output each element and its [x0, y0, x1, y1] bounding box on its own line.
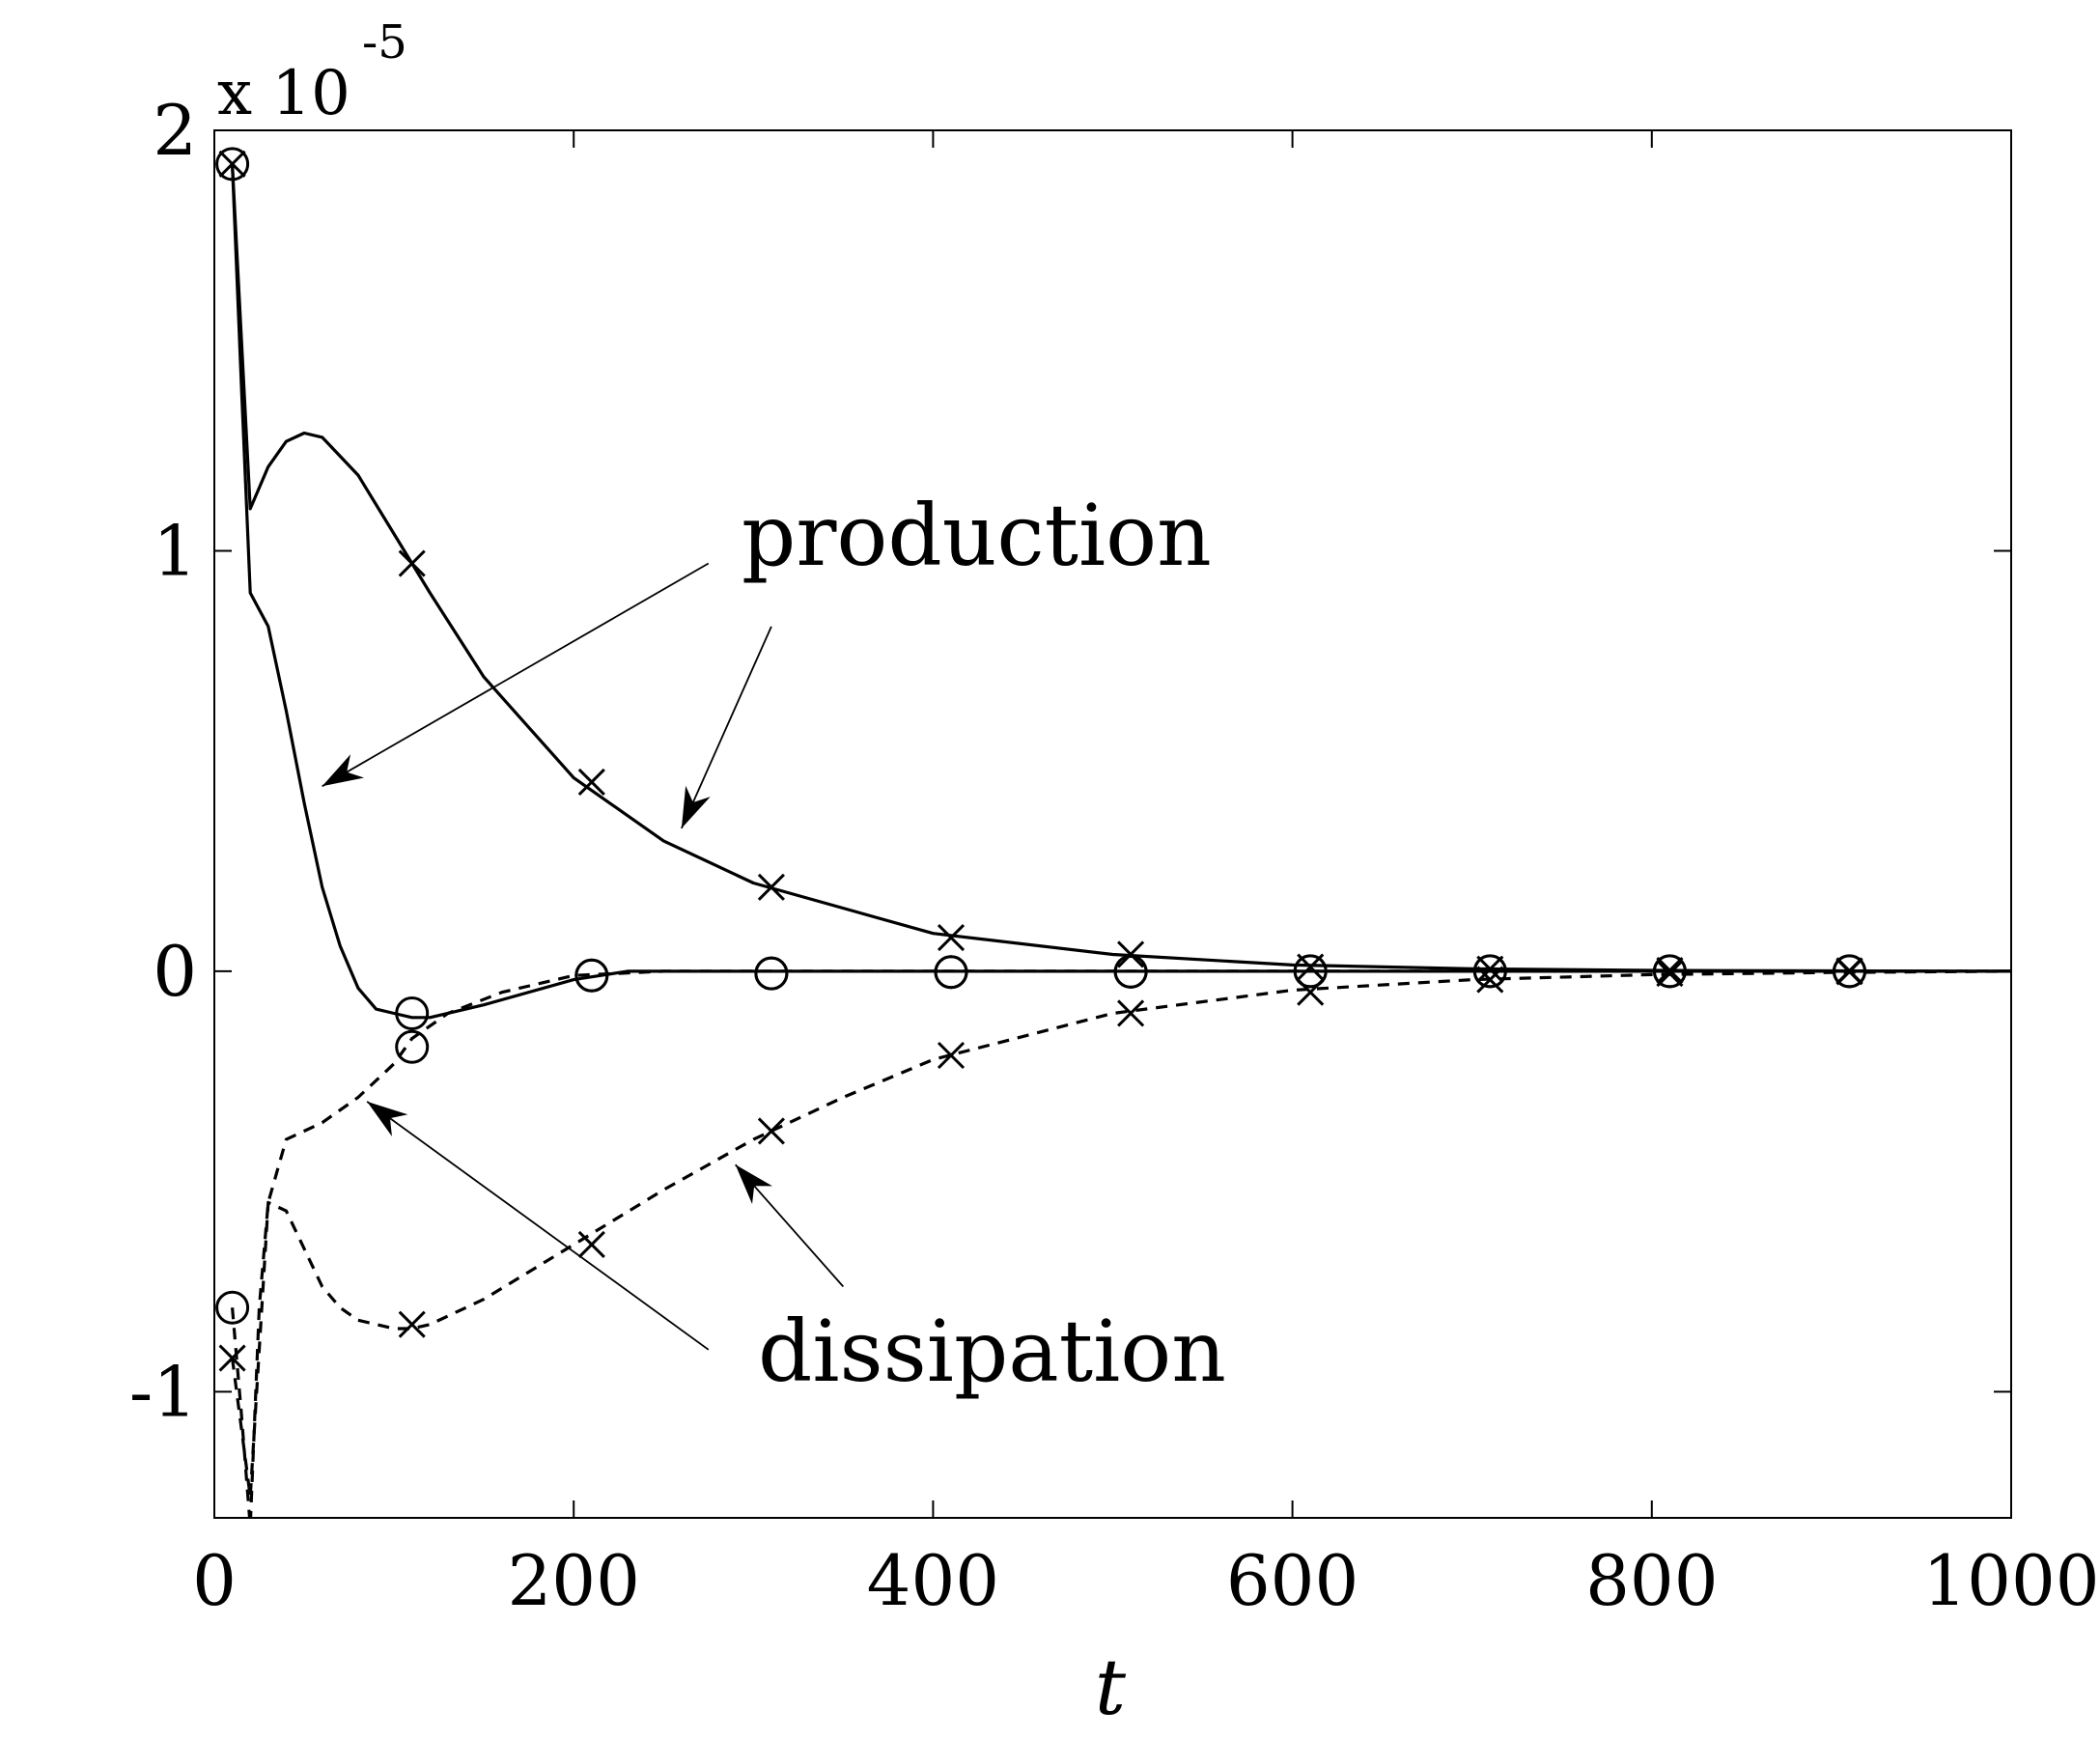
- x-marker: [1476, 966, 1504, 994]
- annotation-arrow-head: [322, 754, 365, 787]
- x-marker-stroke: [218, 1344, 246, 1372]
- x-marker: [757, 1117, 785, 1145]
- x-tick-label: 800: [1585, 1540, 1718, 1621]
- circle-marker: [1472, 954, 1507, 989]
- x-marker-stroke: [1117, 940, 1145, 968]
- x-marker-stroke: [937, 1041, 966, 1070]
- series-line-4: [231, 969, 2011, 1518]
- x-marker: [1476, 955, 1504, 983]
- x-marker-stroke: [218, 150, 246, 178]
- annotation-arrow-head: [735, 1164, 772, 1204]
- x-marker-stroke: [577, 768, 605, 797]
- x-tick-label: 400: [867, 1540, 999, 1621]
- x-marker-stroke: [398, 549, 426, 577]
- x-marker: [577, 1230, 605, 1259]
- y-multiplier-exponent: -5: [362, 15, 407, 70]
- x-axis-label: t: [1095, 1642, 1127, 1732]
- y-tick-label: 0: [153, 931, 197, 1012]
- circle-marker: [754, 956, 789, 991]
- x-marker: [398, 1310, 426, 1338]
- x-tick-label: 0: [192, 1540, 237, 1621]
- circle-marker: [1833, 954, 1867, 989]
- x-marker: [1656, 960, 1684, 988]
- x-marker: [1117, 940, 1145, 968]
- x-marker: [757, 873, 785, 901]
- x-marker-stroke: [1476, 955, 1504, 983]
- production-annotation-label: production: [742, 486, 1212, 585]
- x-marker: [398, 549, 426, 577]
- x-tick-label: 1000: [1922, 1540, 2099, 1621]
- plot-frame: [213, 129, 2012, 1519]
- circle-marker: [934, 955, 968, 990]
- x-marker: [218, 1344, 246, 1372]
- annotation-arrow-head: [681, 785, 711, 828]
- annotation-arrow-line: [366, 1101, 710, 1351]
- circle-marker: [215, 147, 250, 182]
- x-marker: [218, 150, 246, 178]
- y-tick-label: 2: [153, 90, 197, 171]
- x-marker: [1835, 958, 1863, 986]
- x-marker: [1117, 999, 1145, 1027]
- x-tick-label: 200: [507, 1540, 639, 1621]
- x-marker: [937, 1041, 966, 1070]
- circle-marker: [574, 958, 609, 993]
- x-marker-stroke: [577, 1230, 605, 1259]
- series-line-1: [231, 163, 2011, 973]
- x-marker-stroke: [757, 873, 785, 901]
- circle-marker: [1652, 954, 1687, 989]
- x-marker-stroke: [757, 1117, 785, 1145]
- x-marker-stroke: [937, 924, 966, 952]
- x-marker-stroke: [1656, 956, 1684, 985]
- circle-marker: [395, 995, 430, 1030]
- circle-marker: [215, 1290, 250, 1325]
- x-marker-stroke: [1117, 999, 1145, 1027]
- circle-marker: [1293, 954, 1328, 989]
- dissipation-annotation-label: dissipation: [758, 1302, 1226, 1401]
- x-tick-label: 600: [1226, 1540, 1358, 1621]
- x-marker: [1656, 956, 1684, 985]
- x-marker-stroke: [1476, 966, 1504, 994]
- y-multiplier-label: x 10: [217, 58, 350, 129]
- x-marker: [577, 768, 605, 797]
- x-marker-stroke: [1835, 958, 1863, 986]
- annotation-arrow-head: [367, 1101, 408, 1136]
- annotation-arrow-line: [681, 626, 772, 829]
- y-tick-label: -1: [129, 1351, 197, 1432]
- circle-marker: [395, 1029, 430, 1064]
- x-marker: [937, 924, 966, 952]
- circle-marker: [1113, 954, 1148, 989]
- x-marker-stroke: [398, 1310, 426, 1338]
- series-line-3: [231, 969, 2011, 1499]
- series-line-2: [231, 163, 2011, 1020]
- annotation-arrow-line: [322, 562, 710, 788]
- y-tick-label: 1: [153, 510, 197, 591]
- x-marker-stroke: [1656, 960, 1684, 988]
